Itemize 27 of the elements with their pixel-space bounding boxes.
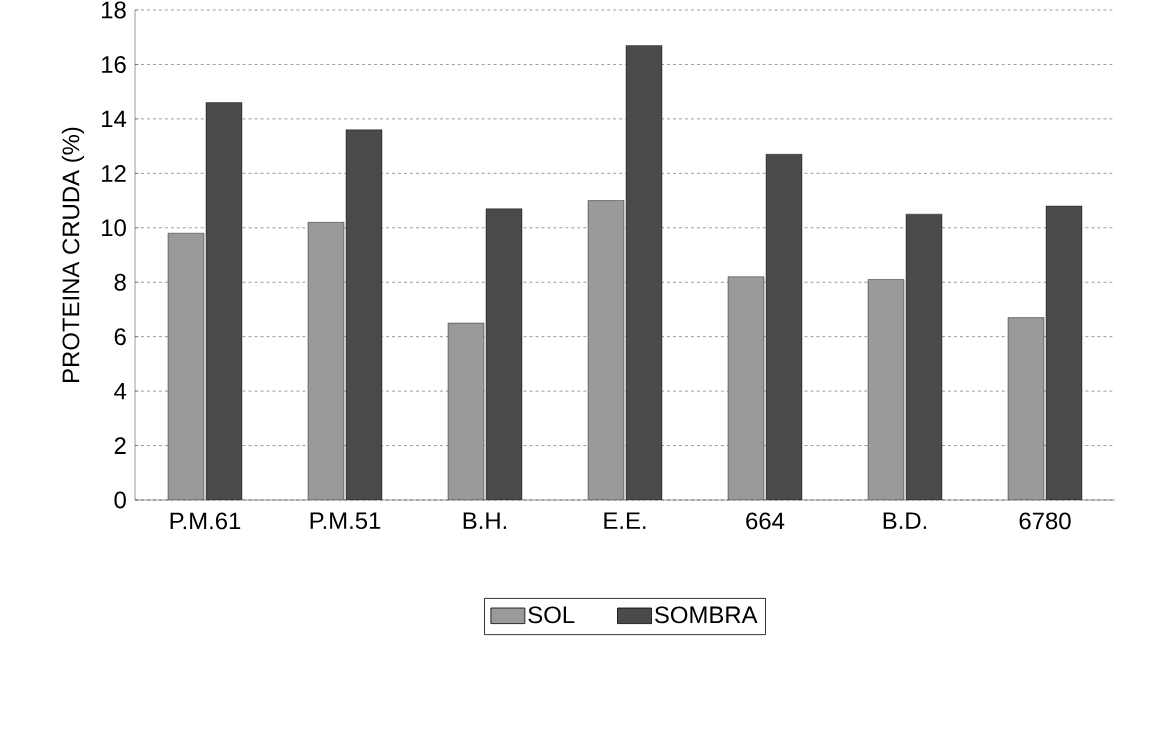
y-tick-label: 0 (114, 491, 126, 509)
legend-label: SOL (528, 606, 575, 624)
x-tick-label: B.D. (883, 512, 927, 529)
y-axis-title: PROTEINA CRUDA (%) (61, 127, 85, 382)
y-tick-label: 10 (102, 219, 126, 237)
bar (588, 200, 625, 500)
x-tick-label: B.H. (463, 512, 507, 529)
y-tick-label: 18 (102, 1, 126, 19)
bar (868, 279, 905, 500)
x-tick-label: P.M.61 (170, 512, 241, 530)
y-tick-label: 8 (114, 273, 126, 291)
x-tick-label: 664 (746, 512, 785, 530)
bar (168, 233, 204, 500)
bar (1007, 317, 1045, 500)
x-tick-label: 6780 (1019, 512, 1071, 530)
legend-label: SOMBRA (654, 606, 758, 624)
y-tick-label: 16 (102, 55, 126, 73)
bar (448, 323, 484, 500)
y-tick-label: 12 (102, 164, 126, 182)
x-tick-label: E.E. (604, 512, 646, 529)
bar (308, 222, 344, 500)
y-tick-label: 2 (114, 437, 126, 454)
bar (728, 276, 765, 500)
y-tick-label: 14 (102, 110, 127, 128)
y-tick-label: 4 (114, 382, 127, 400)
y-tick-label: 6 (114, 328, 126, 346)
x-tick-label: P.M.51 (310, 512, 381, 530)
